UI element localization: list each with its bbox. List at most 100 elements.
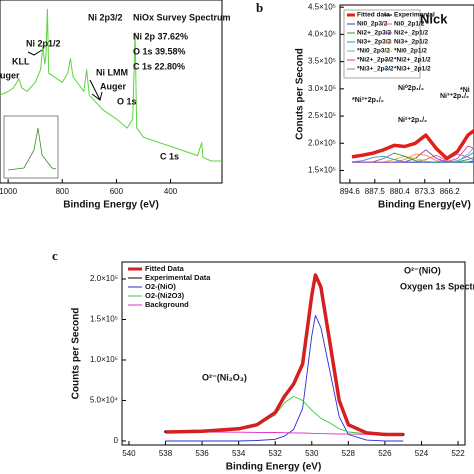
x-tick-label: 538 [159, 449, 173, 458]
y-tick-label: 4.0×10⁵ [308, 30, 336, 39]
panel: 894.6 887.5 880.4 873.3 866.2 1.5×10⁵ 2.0×10⁵ 2… [295, 2, 474, 211]
series-line [0, 8, 222, 162]
y-tick-label: 2.0×10⁵ [90, 274, 118, 283]
series-line [165, 314, 404, 442]
series-line [165, 275, 404, 435]
legend-label: *Ni3+_2p1/2 [394, 66, 431, 73]
legend-label: *Ni3+_2p3/2 [357, 66, 394, 73]
annotation: Ni²⁺2p₁/₂ [398, 117, 427, 124]
x-tick-label: 526 [378, 449, 392, 458]
series-line [351, 155, 474, 163]
legend-label: *Ni0_2p1/2 [394, 48, 427, 55]
x-axis-title: Binding Energy(eV) [378, 200, 471, 211]
x-tick-label: 873.3 [415, 187, 436, 196]
annotation: O 1s 39.58% [133, 46, 186, 56]
series-line [165, 395, 404, 435]
x-axis-title: Binding Energy (eV) [63, 200, 159, 211]
annotation: Ni 2p1/2 [26, 38, 61, 48]
legend-label: O2-(NiO) [145, 282, 176, 291]
y-tick-label: 3.0×10⁵ [308, 84, 336, 93]
y-tick-label: 4.5×10⁵ [308, 2, 336, 11]
plot-frame [339, 4, 474, 184]
inset-frame [3, 115, 59, 179]
annotation: Oxygen 1s Spectra [400, 281, 474, 291]
series-group [164, 273, 405, 442]
y-tick-label: 0 [114, 436, 119, 445]
legend-label: Ni2+_2p1/2 [394, 30, 429, 37]
annotation: C 1s 22.80% [133, 61, 185, 71]
annotation: Ni LMM [96, 67, 128, 77]
annotation: O²⁻(NiO) [404, 265, 441, 275]
annotation: uger [0, 70, 20, 80]
y-tick-label: 5.0×10⁴ [90, 396, 119, 405]
y-tick-label: 1.0×10⁵ [90, 355, 118, 364]
annotation: NiOx Survey Spectrum [133, 12, 231, 22]
x-tick-label: 524 [415, 449, 429, 458]
x-tick-label: 534 [232, 449, 246, 458]
legend-label: Ni3+_2p3/2 [357, 39, 392, 46]
legend: Fitted data Experimental Ni0_2p3/2 Ni0_2p1/… [343, 9, 435, 79]
legend-label: Experimental Data [145, 273, 211, 282]
legend-label: Fitted Data [145, 264, 185, 273]
annotation: O²⁻(Ni₂O₃) [202, 372, 247, 382]
x-tick-label: 528 [342, 449, 356, 458]
annotation: O 1s [117, 96, 137, 106]
panel-letter: b [256, 0, 263, 15]
annotation: Ni³⁺2p₁/₂ [440, 93, 469, 100]
annotation: Ni 2p 37.62% [133, 31, 188, 41]
x-tick-label: 887.5 [365, 187, 386, 196]
inset-curve [7, 127, 57, 171]
annotation: KLL [12, 56, 30, 66]
annotation: Ni⁰2p₁/₂ [398, 84, 424, 92]
legend-label: *Ni0_2p3/2 [357, 48, 390, 55]
panel: 1000 800 600 400 Binding Energy (eV) NiOx Sur… [0, 0, 231, 211]
plot-frame [0, 0, 223, 184]
y-axis-title: Conuts per Second [295, 48, 306, 140]
y-axis-title: Counts per Second [71, 308, 82, 400]
annotation: C 1s [160, 151, 179, 161]
x-tick-label: 866.2 [440, 187, 461, 196]
legend-label: *Ni2+_2p1/2 [394, 57, 431, 64]
legend-label: Ni0_2p3/2 [357, 21, 388, 28]
x-tick-label: 880.4 [390, 187, 411, 196]
series-group [0, 8, 222, 162]
bracket [27, 49, 43, 56]
x-tick-label: 600 [110, 187, 124, 196]
x-tick-label: 800 [56, 187, 70, 196]
legend-frame [343, 9, 421, 79]
legend-label: Background [145, 300, 189, 309]
legend-label: O2-(Ni2O3) [145, 291, 185, 300]
y-tick-label: 1.5×10⁵ [90, 315, 118, 324]
x-tick-label: 894.6 [340, 187, 361, 196]
x-axis-title: Binding Energy (eV) [226, 462, 322, 473]
y-tick-label: 2.5×10⁵ [308, 111, 336, 120]
x-tick-label: 530 [305, 449, 319, 458]
plot-frame [121, 261, 466, 446]
legend-label: Ni2+_2p3/2 [357, 30, 392, 37]
panel: 540 538 536 534 532 530 528 526 524 522 0 5.0×10⁴ 1.… [71, 261, 474, 473]
y-tick-label: 2.0×10⁵ [308, 138, 336, 147]
legend-label: Fitted data [357, 12, 390, 19]
legend-label: Experimental [394, 12, 435, 19]
series-line [165, 273, 404, 437]
x-tick-label: 400 [164, 187, 178, 196]
series-group [351, 128, 474, 163]
y-tick-label: 3.5×10⁵ [308, 57, 336, 66]
legend-label: *Ni2+_2p3/2 [357, 57, 394, 64]
series-line [351, 128, 474, 161]
x-tick-label: 522 [451, 449, 465, 458]
legend-label: Ni3+_2p1/2 [394, 39, 429, 46]
x-tick-label: 540 [122, 449, 136, 458]
annotation: Auger [100, 81, 127, 91]
annotation: *Ni²⁺2p₁/₂ [352, 97, 384, 104]
series-line [165, 431, 404, 435]
panel-letter: c [52, 248, 58, 263]
chart-title: Nick [420, 11, 448, 26]
annotation: Ni 2p3/2 [88, 12, 123, 22]
legend-label: Ni0_2p1/2 [394, 21, 425, 28]
bracket [89, 79, 103, 101]
annotation: *Ni [460, 87, 470, 94]
